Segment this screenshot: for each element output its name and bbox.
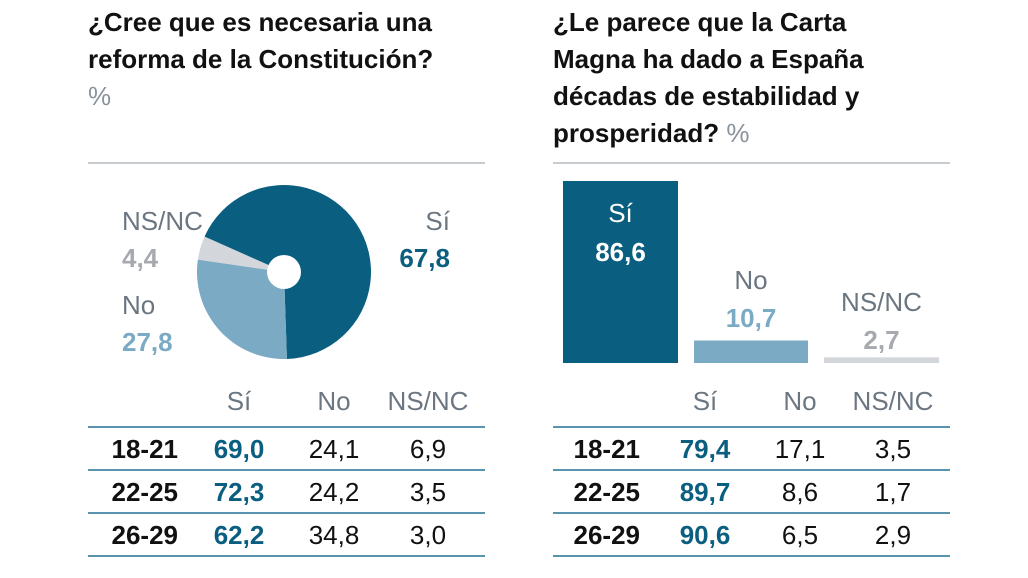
divider: [88, 162, 485, 164]
title-line: Magna ha dado a España: [553, 44, 864, 74]
table-cell: 62,2: [213, 520, 265, 550]
bar-no: [694, 340, 808, 363]
bar-value-no: 10,7: [725, 303, 777, 333]
bar-nsnc: [824, 357, 939, 363]
table-rule: [553, 512, 950, 514]
table-row-label: 18-21: [111, 434, 179, 464]
table-rule: [88, 512, 485, 514]
table-header: Sí: [692, 386, 718, 416]
pie-value-si: 67,8: [399, 243, 450, 273]
bar-s: [563, 181, 678, 363]
title-line: reforma de la Constitución?: [88, 44, 434, 74]
pie-value-nsnc: 4,4: [122, 243, 159, 273]
pie-chart-title: ¿Cree que es necesaria una reforma de la…: [88, 4, 433, 115]
table-header: Sí: [226, 386, 252, 416]
table-cell: 3,0: [409, 520, 447, 550]
table-row-label: 22-25: [573, 477, 641, 507]
table-cell: 72,3: [213, 477, 265, 507]
table-row-label: 26-29: [573, 520, 641, 550]
table-header: NS/NC: [852, 386, 934, 416]
table-cell: 1,7: [874, 477, 912, 507]
table-row-label: 22-25: [111, 477, 179, 507]
pie-label-si: Sí: [425, 206, 450, 236]
title-line: prosperidad?: [553, 118, 720, 148]
table-header: NS/NC: [387, 386, 469, 416]
table-cell: 3,5: [874, 434, 912, 464]
bar-label-nsnc: NS/NC: [841, 287, 922, 317]
table-cell: 69,0: [213, 434, 265, 464]
pie-label-no: No: [122, 290, 156, 320]
divider: [553, 162, 950, 164]
pie-label-nsnc: NS/NC: [122, 206, 203, 236]
table-row-label: 18-21: [573, 434, 641, 464]
table-rule: [553, 555, 950, 557]
table-rule: [553, 426, 950, 428]
title-line: décadas de estabilidad y: [553, 81, 860, 111]
table-cell: 34,8: [308, 520, 360, 550]
pie-slice-nsnc: [197, 236, 284, 272]
table-cell: 8,6: [781, 477, 819, 507]
table-rule: [88, 469, 485, 471]
table-header: No: [317, 386, 351, 416]
bar-value-si: 86,6: [595, 237, 646, 267]
table-header: No: [783, 386, 817, 416]
bar-value-nsnc: 2,7: [863, 325, 900, 355]
bar-label-no: No: [734, 265, 768, 295]
table-cell: 3,5: [409, 477, 447, 507]
table-rule: [88, 426, 485, 428]
pie-slice-no: [197, 259, 287, 360]
table-cell: 6,9: [409, 434, 447, 464]
table-cell: 24,2: [308, 477, 360, 507]
title-line: ¿Le parece que la Carta: [553, 7, 847, 37]
table-rule: [553, 469, 950, 471]
bar-chart-title: ¿Le parece que la Carta Magna ha dado a …: [553, 4, 864, 152]
title-line: ¿Cree que es necesaria una: [88, 7, 432, 37]
unit-label: %: [726, 118, 750, 148]
table-cell: 90,6: [679, 520, 731, 550]
bar-label-si: Sí: [608, 198, 633, 228]
table-cell: 89,7: [679, 477, 731, 507]
table-cell: 17,1: [774, 434, 826, 464]
unit-label: %: [88, 81, 112, 111]
pie-value-no: 27,8: [122, 327, 173, 357]
table-cell: 79,4: [679, 434, 731, 464]
table-cell: 6,5: [781, 520, 819, 550]
table-rule: [88, 555, 485, 557]
table-row-label: 26-29: [111, 520, 179, 550]
pie-center-hole: [267, 255, 301, 289]
table-cell: 2,9: [874, 520, 912, 550]
table-cell: 24,1: [308, 434, 360, 464]
